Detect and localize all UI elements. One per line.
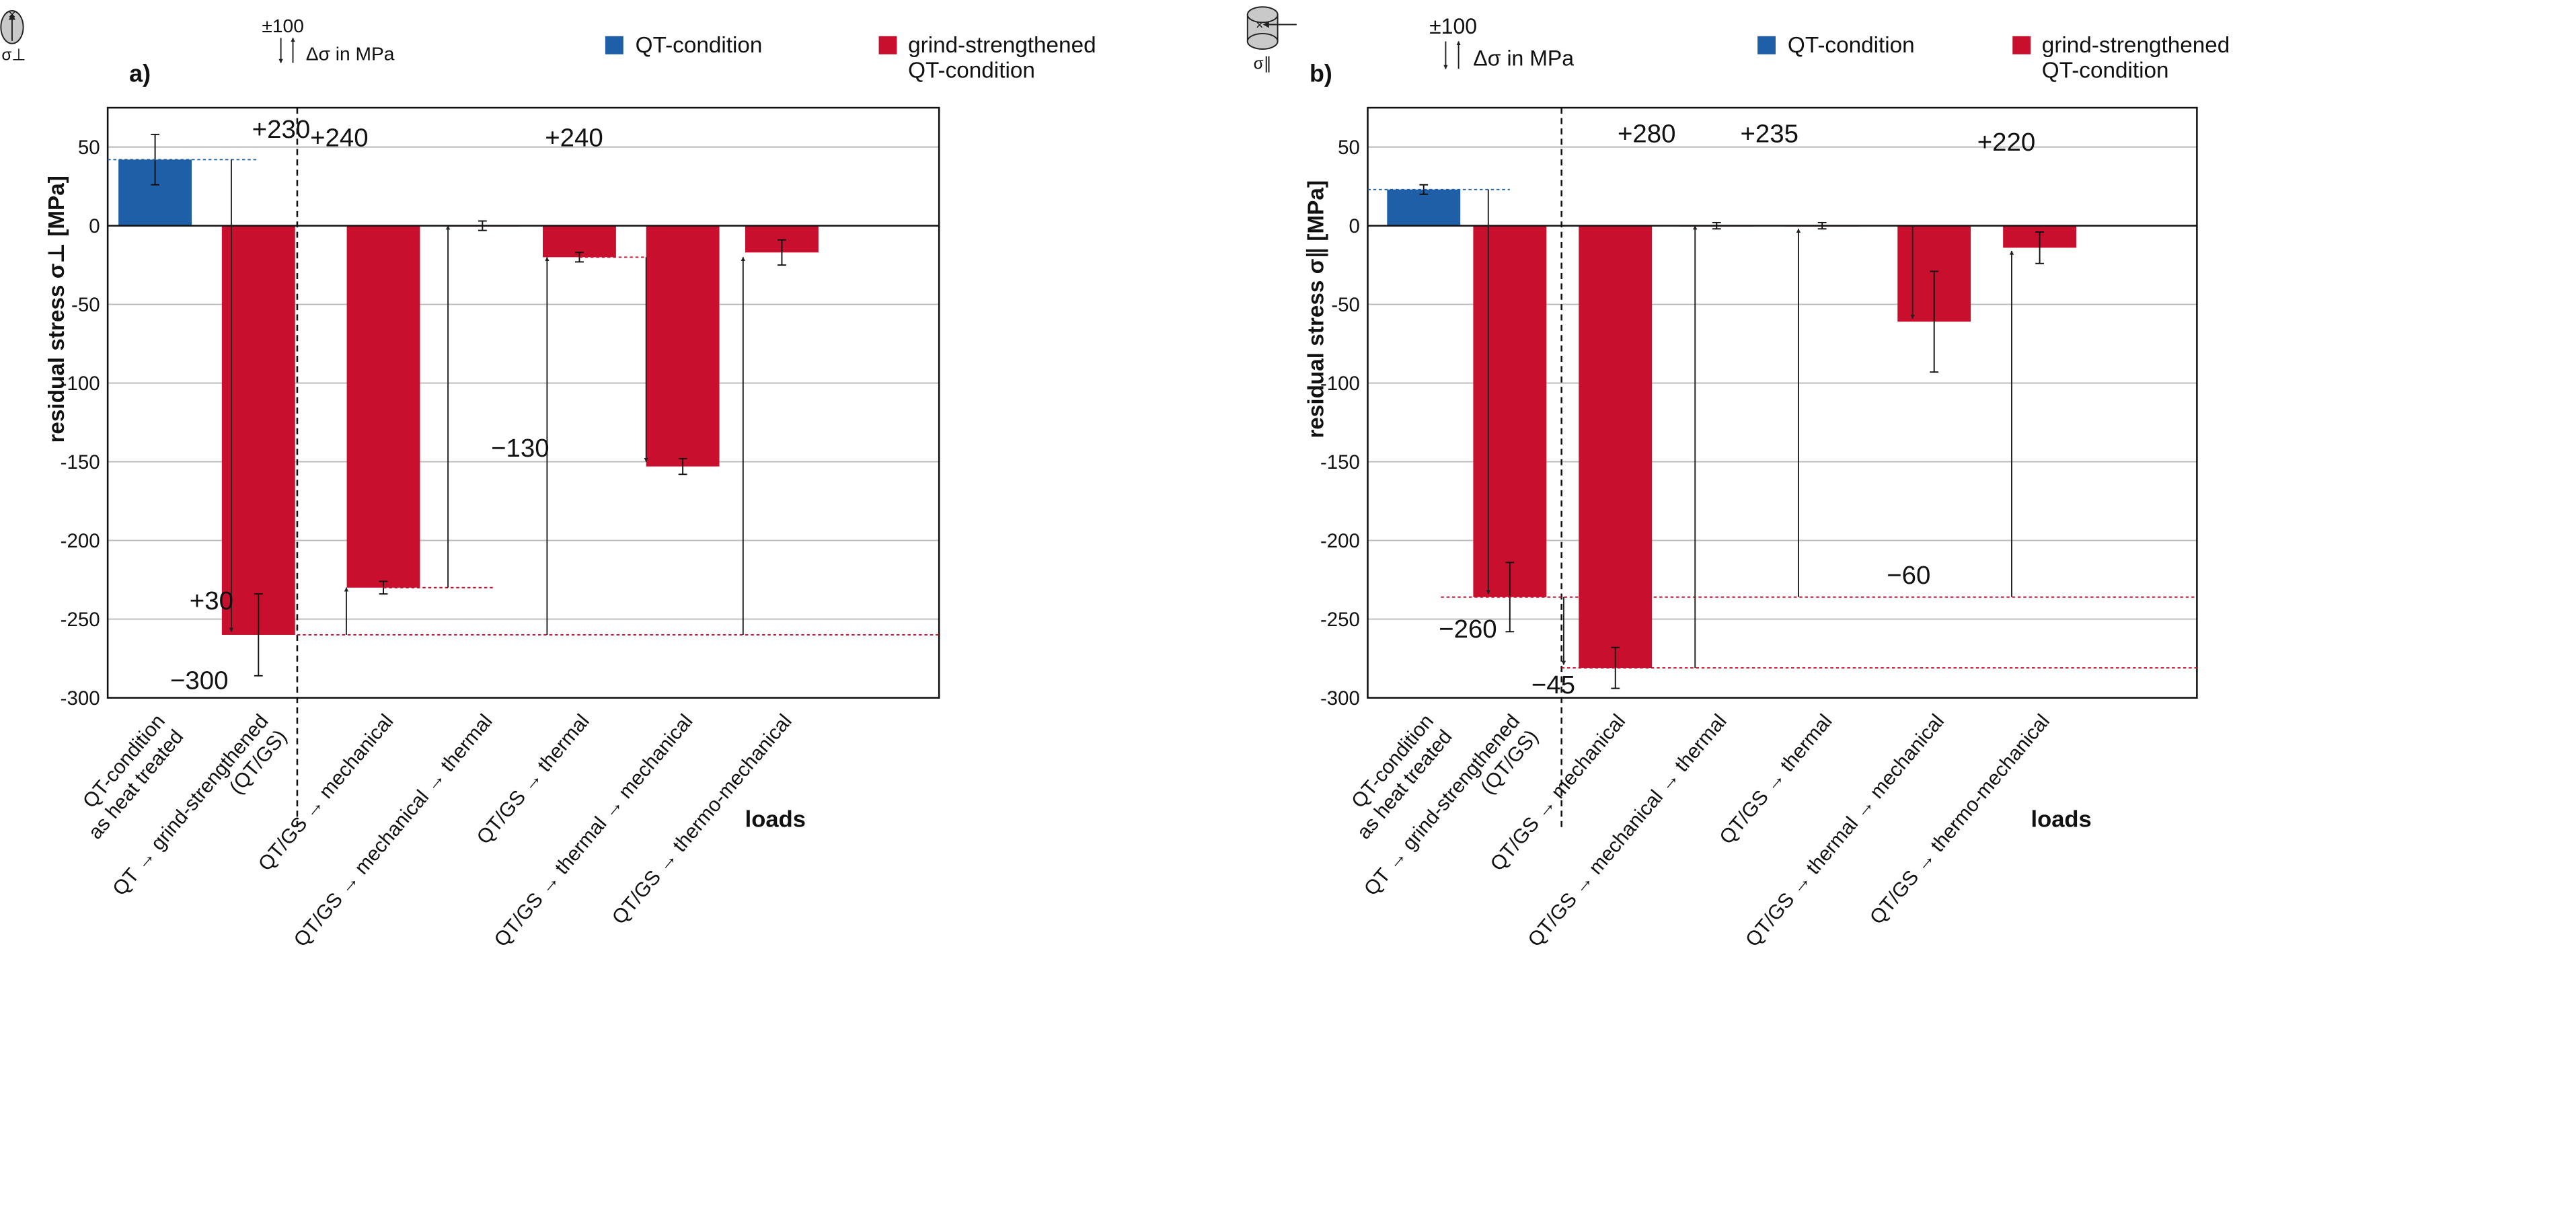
- panel-a-letter: a): [129, 61, 151, 87]
- panel-b-ytick-label: 50: [1338, 137, 1360, 159]
- panel-a-category-label: QT/GS → thermal → mechanical: [490, 710, 697, 951]
- legend-b: QT-condition grind-strengthened QT-condi…: [1757, 33, 2230, 83]
- panel-b-category-label-line: QT/GS → thermal: [1715, 710, 1836, 849]
- panel-b-letter: b): [1310, 61, 1332, 87]
- panel-b-bar: [1579, 225, 1653, 669]
- panel-a-plot: 500-50-100-150-200-250-300−300+30+230 +24…: [61, 106, 940, 951]
- panel-b-ytick-label: -150: [1320, 451, 1360, 473]
- panel-a-ytick-label: 0: [89, 215, 100, 237]
- panel-b-ytick-label: -250: [1320, 609, 1360, 631]
- panel-b-category-label-line: QT/GS → thermo-mechanical: [1866, 710, 2054, 929]
- delta-note-a-text: Δσ in MPa: [306, 43, 395, 65]
- legend-a-gs-swatch: [878, 36, 897, 54]
- legend-b-qt-label: QT-condition: [1788, 33, 1915, 58]
- sigma-par-symbol: σ∥: [1254, 54, 1272, 73]
- specimen-par-icon: ×: [1246, 6, 1297, 50]
- panel-b-ytick-label: -300: [1320, 687, 1360, 710]
- panel-a-ytick-label: -50: [71, 294, 100, 316]
- sigma-perp-symbol: σ⊥: [1, 46, 26, 65]
- legend-b-gs-label-line1: grind-strengthened: [2042, 33, 2230, 58]
- delta-note-a: ±100 Δσ in MPa: [262, 15, 394, 65]
- svg-text:×: ×: [1256, 19, 1263, 33]
- panel-a-change-label: +240: [545, 124, 603, 153]
- panel-b-change-label: +280: [1618, 119, 1676, 148]
- plots: 500-50-100-150-200-250-300−300+30+230 +24…: [61, 106, 2198, 951]
- panel-b-y-title: residual stress σ∥ [MPa]: [1304, 180, 1329, 438]
- legend-a-qt-swatch: [605, 36, 623, 54]
- panel-a-bar: [221, 225, 295, 635]
- specimen-perp-icon: ×: [0, 8, 24, 44]
- delta-note-b: ±100 Δσ in MPa: [1429, 14, 1574, 70]
- delta-note-b-text: Δσ in MPa: [1473, 46, 1574, 70]
- panel-b-category-label: QT/GS → thermo-mechanical: [1866, 710, 2054, 929]
- legend-a-qt-label: QT-condition: [636, 33, 763, 58]
- panel-b: × σ∥ b) ±100 Δσ in MPa QT-condition grin…: [1246, 6, 2230, 833]
- svg-text:×: ×: [8, 8, 15, 22]
- panel-a-change-label: −130: [491, 434, 550, 463]
- legend-a-gs-label-line2: QT-condition: [908, 58, 1035, 83]
- panel-b-frame: [1367, 106, 2198, 699]
- panel-a-category-label-line: QT/GS → mechanical → thermal: [290, 710, 497, 951]
- legend-a: QT-condition grind-strengthened QT-condi…: [605, 33, 1096, 83]
- panel-a-ytick-label: -150: [61, 451, 100, 473]
- panel-b-change-label: +220: [1977, 128, 2036, 157]
- panel-b-ytick-label: -50: [1331, 294, 1360, 316]
- panel-a-ytick-label: -300: [61, 687, 100, 710]
- panel-a-ytick-label: -250: [61, 609, 100, 631]
- panel-b-change-label: −45: [1531, 671, 1575, 699]
- legend-b-gs-label-line2: QT-condition: [2042, 58, 2169, 83]
- panel-b-category-label-line: QT/GS → mechanical → thermal: [1524, 710, 1731, 951]
- delta-note-a-value: ±100: [262, 15, 303, 36]
- panel-b-ytick-label: 0: [1349, 215, 1360, 237]
- panel-a-ytick-label: -100: [61, 373, 100, 395]
- legend-b-qt-swatch: [1757, 36, 1776, 54]
- panel-b-change-label: −260: [1439, 615, 1497, 644]
- panel-a-y-title: residual stress σ⊥ [MPa]: [44, 176, 69, 443]
- panel-b-category-label-line: QT/GS → thermal → mechanical: [1741, 710, 1948, 951]
- panel-a-category-label: QT/GS → mechanical → thermal: [290, 710, 497, 951]
- panel-b-x-title: loads: [2031, 807, 2091, 833]
- legend-a-gs-label-line1: grind-strengthened: [908, 33, 1096, 58]
- panel-b-change-label: −60: [1887, 561, 1930, 590]
- delta-note-b-value: ±100: [1429, 14, 1477, 38]
- panel-a-bar: [346, 225, 420, 588]
- panel-a-ytick-label: 50: [78, 137, 100, 159]
- panel-b-ytick-label: -100: [1320, 373, 1360, 395]
- legend-b-gs-swatch: [2012, 36, 2031, 54]
- panel-b-category-label: QT/GS → thermal: [1715, 710, 1836, 849]
- panel-a-change-label: +30: [190, 586, 233, 615]
- panel-a-change-label: +230: [252, 115, 311, 144]
- panel-a-frame: [106, 106, 940, 699]
- panel-a-change-label: −300: [170, 666, 229, 695]
- panel-a-ytick-label: -200: [61, 530, 100, 552]
- panel-b-category-label: QT/GS → mechanical → thermal: [1524, 710, 1731, 951]
- panel-b-bar: [1473, 225, 1547, 597]
- panel-b-category-label: QT/GS → thermal → mechanical: [1741, 710, 1948, 951]
- panel-a-category-label-line: QT/GS → thermal → mechanical: [490, 710, 697, 951]
- panel-b-change-label: +235: [1740, 119, 1798, 148]
- panel-a: × σ⊥ a) ±100 Δσ in MPa QT-condition grin…: [0, 8, 1096, 833]
- panel-a-bar: [646, 225, 720, 467]
- panel-a-change-label: +240: [310, 124, 369, 153]
- panel-b-ytick-label: -200: [1320, 530, 1360, 552]
- panel-b-bar: [1387, 189, 1461, 226]
- panel-a-x-title: loads: [745, 807, 806, 833]
